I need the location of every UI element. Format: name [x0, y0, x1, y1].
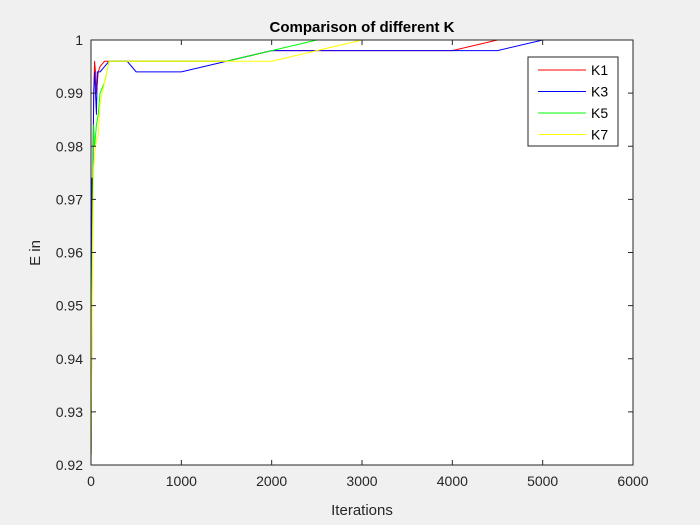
y-axis-label: E in: [27, 240, 44, 266]
x-tick-label: 0: [87, 473, 95, 489]
x-tick-label: 5000: [527, 473, 558, 489]
legend-box: [527, 56, 619, 147]
y-tick-label: 0.94: [56, 351, 83, 367]
x-tick-label: 1000: [166, 473, 197, 489]
chart-title: Comparison of different K: [269, 19, 454, 36]
y-tick-label: 0.96: [56, 245, 83, 261]
x-tick-label: 6000: [617, 473, 648, 489]
x-tick-label: 4000: [437, 473, 468, 489]
x-tick-label: 3000: [346, 473, 377, 489]
x-axis-label: Iterations: [331, 502, 393, 519]
series-line-k7: [90, 39, 588, 455]
y-tick-label: 0.92: [56, 457, 83, 473]
legend[interactable]: K1 K3 K5 K7: [527, 56, 619, 147]
x-tick-label: 2000: [256, 473, 287, 489]
y-tick-label: 0.98: [56, 138, 83, 154]
y-tick-label: 0.99: [56, 85, 83, 101]
y-tick-label: 0.97: [56, 191, 83, 207]
legend-label-k5: K5: [591, 105, 608, 121]
legend-label-k7: K7: [591, 127, 608, 143]
tick-layer: 0 1000 2000 3000 4000 5000 6000 0.92 0.93 0.94 0.9…: [56, 32, 649, 489]
y-tick-label: 0.95: [56, 298, 83, 314]
y-tick-label: 0.93: [56, 404, 83, 420]
legend-label-k1: K1: [591, 62, 608, 78]
y-tick-label: 1: [75, 32, 83, 48]
legend-label-k3: K3: [591, 84, 608, 100]
